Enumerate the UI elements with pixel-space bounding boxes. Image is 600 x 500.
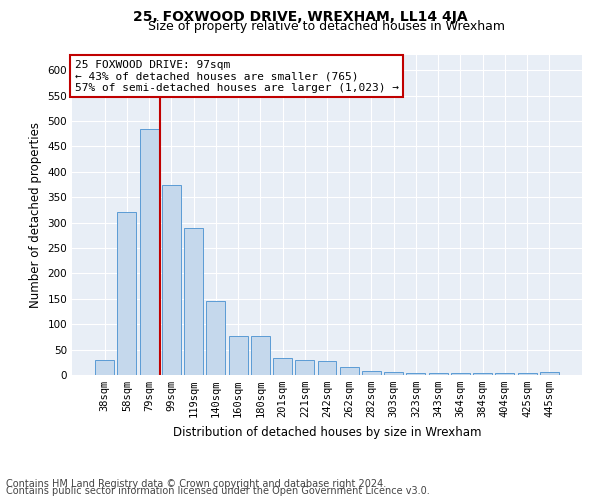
Bar — [273, 358, 292, 375]
Bar — [295, 360, 314, 375]
Bar — [229, 336, 248, 375]
X-axis label: Distribution of detached houses by size in Wrexham: Distribution of detached houses by size … — [173, 426, 481, 438]
Text: Contains HM Land Registry data © Crown copyright and database right 2024.: Contains HM Land Registry data © Crown c… — [6, 479, 386, 489]
Bar — [206, 302, 225, 375]
Bar — [384, 372, 403, 375]
Bar — [540, 372, 559, 375]
Text: 25 FOXWOOD DRIVE: 97sqm
← 43% of detached houses are smaller (765)
57% of semi-d: 25 FOXWOOD DRIVE: 97sqm ← 43% of detache… — [74, 60, 398, 93]
Bar — [184, 228, 203, 375]
Y-axis label: Number of detached properties: Number of detached properties — [29, 122, 42, 308]
Bar — [473, 373, 492, 375]
Bar — [518, 373, 536, 375]
Title: Size of property relative to detached houses in Wrexham: Size of property relative to detached ho… — [149, 20, 505, 33]
Bar — [429, 373, 448, 375]
Text: 25, FOXWOOD DRIVE, WREXHAM, LL14 4JA: 25, FOXWOOD DRIVE, WREXHAM, LL14 4JA — [133, 10, 467, 24]
Bar — [251, 336, 270, 375]
Bar — [95, 360, 114, 375]
Text: Contains public sector information licensed under the Open Government Licence v3: Contains public sector information licen… — [6, 486, 430, 496]
Bar — [496, 373, 514, 375]
Bar — [406, 373, 425, 375]
Bar — [140, 128, 158, 375]
Bar — [362, 371, 381, 375]
Bar — [451, 373, 470, 375]
Bar — [340, 367, 359, 375]
Bar — [118, 212, 136, 375]
Bar — [162, 184, 181, 375]
Bar — [317, 361, 337, 375]
